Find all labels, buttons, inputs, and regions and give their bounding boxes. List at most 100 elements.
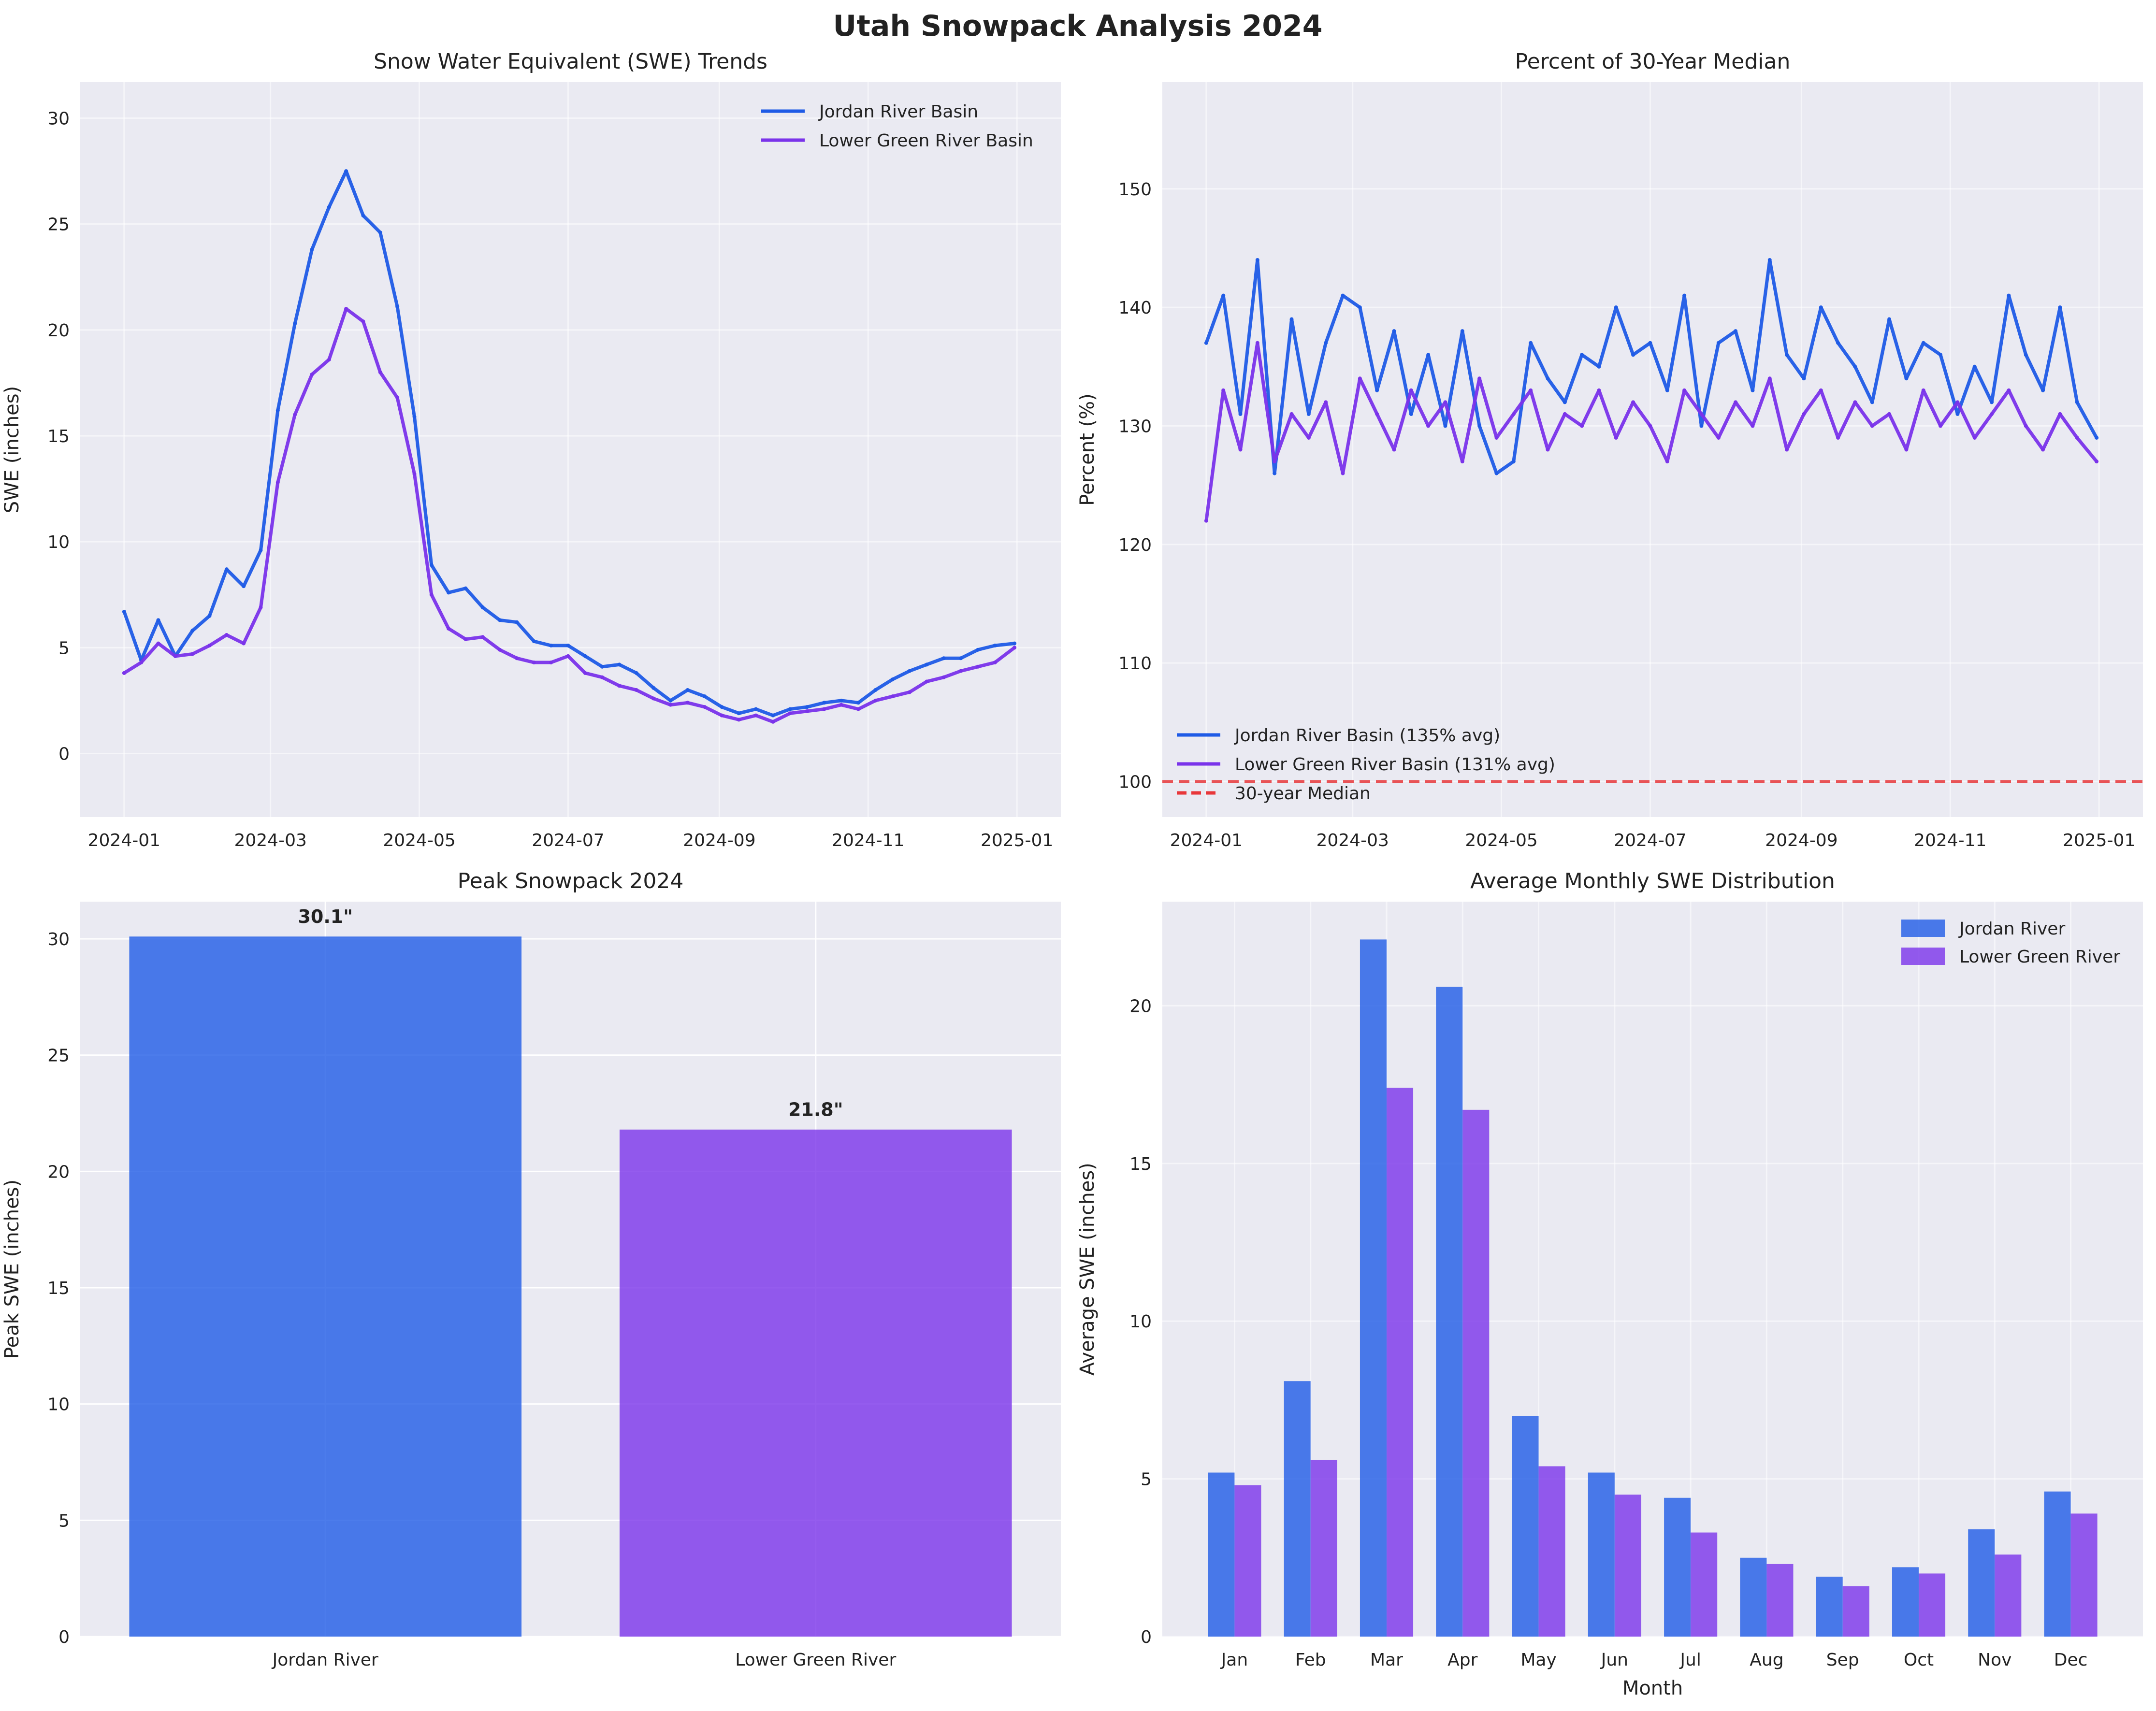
data-point	[480, 635, 485, 639]
data-point	[1870, 400, 1874, 404]
legend-swatch	[1901, 920, 1945, 937]
data-point	[344, 307, 348, 311]
data-point	[873, 688, 878, 692]
data-point	[122, 609, 126, 614]
data-point	[361, 214, 365, 218]
data-point	[771, 713, 775, 718]
data-point	[1887, 412, 1892, 416]
x-tick-label: Jul	[1679, 1650, 1701, 1670]
data-point	[156, 618, 160, 622]
data-point	[1699, 412, 1704, 416]
data-point	[224, 633, 229, 637]
y-tick-label: 15	[47, 427, 70, 446]
x-tick-label: 2024-01	[1170, 831, 1243, 850]
month-bar-jordan-river	[2044, 1491, 2071, 1637]
month-bar-lower-green-river	[1842, 1586, 1869, 1637]
data-point	[1648, 424, 1652, 428]
data-point	[463, 637, 468, 641]
data-point	[1494, 471, 1499, 475]
data-point	[685, 688, 690, 692]
data-point	[190, 629, 195, 633]
peak-snowpack-panel: Peak Snowpack 2024 Peak SWE (inches) 0 5 10 1…	[1, 869, 1061, 1670]
month-bar-lower-green-river	[1462, 1109, 1490, 1637]
month-bar-jordan-river	[1892, 1567, 1919, 1637]
legend-label: Jordan River Basin (135% avg)	[1234, 726, 1500, 746]
data-point	[1597, 364, 1601, 369]
data-point	[1426, 353, 1431, 357]
legend-label: Lower Green River	[1959, 947, 2120, 967]
data-point	[703, 694, 707, 699]
y-tick-label: 5	[58, 1511, 70, 1531]
data-point	[310, 247, 314, 252]
data-point	[1306, 435, 1311, 440]
data-point	[242, 641, 246, 646]
data-point	[976, 664, 980, 669]
data-point	[1734, 329, 1738, 333]
month-bar-lower-green-river	[1691, 1532, 1718, 1637]
data-point	[600, 664, 605, 669]
plot-area	[80, 82, 1061, 817]
data-point	[549, 643, 553, 647]
data-point	[1751, 424, 1755, 428]
x-tick-label: Jun	[1600, 1650, 1628, 1670]
data-point	[1546, 376, 1550, 381]
x-tick-label: 2024-11	[832, 831, 904, 850]
data-point	[327, 205, 331, 209]
data-point	[839, 698, 843, 703]
data-point	[1529, 388, 1533, 392]
panel-title: Average Monthly SWE Distribution	[1470, 869, 1835, 893]
data-point	[634, 688, 638, 692]
data-point	[2058, 305, 2062, 310]
data-point	[1426, 424, 1431, 428]
x-tick-label: Dec	[2054, 1650, 2088, 1670]
data-point	[1306, 412, 1311, 416]
swe-trends-panel: Snow Water Equivalent (SWE) Trends SWE (i…	[1, 49, 1061, 850]
data-point	[378, 230, 382, 235]
data-point	[1580, 424, 1584, 428]
x-tick-label: 2024-01	[88, 831, 160, 850]
month-bar-jordan-river	[1284, 1381, 1311, 1637]
data-point	[1990, 412, 1994, 416]
data-point	[1819, 388, 1823, 392]
data-point	[2075, 435, 2079, 440]
data-point	[447, 626, 451, 631]
data-point	[959, 656, 963, 661]
data-point	[1631, 400, 1635, 404]
data-point	[1358, 376, 1362, 381]
month-bar-jordan-river	[1740, 1557, 1767, 1637]
data-point	[1853, 400, 1857, 404]
legend-swatch	[1901, 948, 1945, 965]
month-bar-lower-green-river	[1386, 1088, 1414, 1637]
legend-label: Jordan River	[1958, 919, 2065, 939]
data-point	[1443, 424, 1447, 428]
data-point	[976, 647, 980, 652]
data-point	[1375, 412, 1379, 416]
data-point	[754, 707, 758, 711]
data-point	[617, 662, 622, 667]
data-point	[515, 656, 519, 661]
data-point	[890, 677, 895, 682]
data-point	[344, 169, 348, 173]
data-point	[1614, 305, 1618, 310]
bar-value-label: 30.1"	[298, 906, 353, 927]
y-tick-label: 10	[47, 532, 70, 552]
data-point	[1939, 353, 1943, 357]
data-point	[1802, 376, 1806, 381]
data-point	[634, 671, 638, 675]
y-axis-label: Peak SWE (inches)	[1, 1179, 23, 1359]
data-point	[1341, 471, 1345, 475]
data-point	[959, 669, 963, 673]
data-point	[583, 654, 587, 658]
data-point	[1238, 412, 1243, 416]
data-point	[1990, 400, 1994, 404]
x-tick-label: Mar	[1370, 1650, 1403, 1670]
percent-median-panel: Percent of 30-Year Median Percent (%) 100 1…	[1076, 49, 2143, 850]
x-tick-label: Jordan River	[272, 1650, 378, 1670]
data-point	[908, 669, 912, 673]
data-point	[1409, 388, 1413, 392]
figure-title: Utah Snowpack Analysis 2024	[833, 9, 1322, 43]
data-point	[1767, 258, 1772, 262]
x-tick-label: 2024-03	[1316, 831, 1389, 850]
data-point	[429, 592, 434, 597]
data-point	[1460, 329, 1464, 333]
